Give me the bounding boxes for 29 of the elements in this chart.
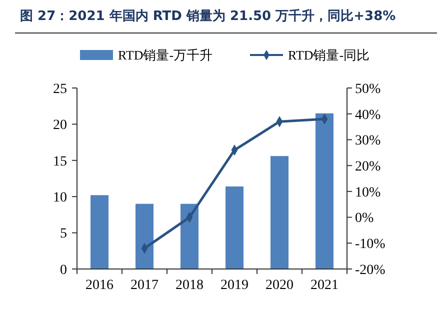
bar: [270, 156, 288, 269]
bar: [136, 204, 154, 269]
x-tick-label: 2021: [310, 278, 338, 293]
x-tick-label: 2016: [86, 278, 114, 293]
y2-tick-label: 20%: [355, 159, 381, 174]
y-tick-label: 5: [60, 226, 67, 242]
chart-title: 图 27：2021 年国内 RTD 销量为 21.50 万千升，同比+38%: [20, 8, 396, 24]
y2-tick-label: 0%: [355, 211, 374, 226]
x-tick-label: 2020: [266, 278, 294, 293]
y2-tick-label: 10%: [355, 185, 381, 200]
y-tick-label: 25: [53, 82, 67, 97]
bar: [316, 113, 334, 269]
y-tick-label: 0: [60, 262, 67, 278]
legend-label: RTD销量-同比: [288, 48, 370, 63]
y2-tick-label: -10%: [355, 237, 386, 252]
x-tick-label: 2019: [220, 278, 248, 293]
y2-tick-label: 40%: [355, 108, 381, 123]
legend-label: RTD销量-万千升: [118, 48, 213, 63]
x-tick-label: 2017: [130, 278, 158, 293]
y-tick-label: 10: [53, 190, 67, 206]
x-tick-label: 2018: [176, 278, 204, 293]
y-tick-label: 15: [53, 154, 67, 170]
bar: [180, 204, 198, 269]
y-tick-label: 20: [53, 118, 67, 134]
y2-tick-label: 50%: [355, 82, 381, 97]
bar: [90, 195, 108, 269]
y2-tick-label: -20%: [355, 262, 386, 278]
y2-tick-label: 30%: [355, 134, 381, 149]
bar: [226, 186, 244, 269]
